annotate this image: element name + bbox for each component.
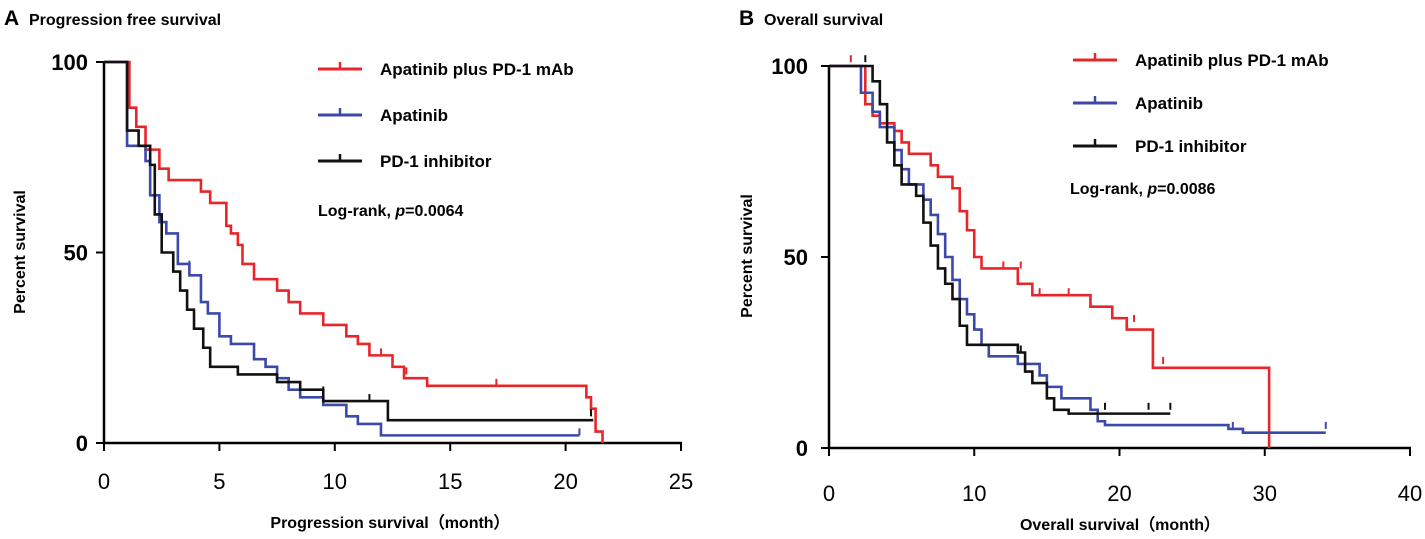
panel-b-ylabel: Percent survival (739, 194, 756, 318)
panel-a-xlabel: Progression survival（month） (270, 514, 509, 532)
panel-a-x-tick-label: 5 (213, 469, 225, 494)
panel-b-x-tick-label: 40 (1398, 481, 1422, 506)
panel-a-y-tick-label: 50 (64, 241, 88, 266)
panel-b-label: B (739, 7, 754, 30)
panel-a-plot (104, 60, 604, 443)
panel-a-x-tick-label: 25 (669, 469, 693, 494)
panel-b-series-0 (829, 64, 1271, 448)
panel-b-x-tick-label: 10 (962, 481, 986, 506)
panel-a-x-tick-label: 20 (553, 469, 577, 494)
panel-a-series-0 (104, 60, 604, 443)
panel-a-y-tick-label: 0 (76, 431, 88, 456)
panel-b-y-tick-label: 0 (796, 436, 808, 461)
panel-b-legend-label: Apatinib plus PD-1 mAb (1135, 51, 1329, 70)
panel-b-series-1 (829, 64, 1326, 435)
panel-a-axes: 0 5 10 15 20 25 0 50 100 (51, 50, 693, 494)
panel-a-label: A (4, 7, 19, 30)
panel-a-x-tick-label: 15 (438, 469, 462, 494)
panel-a-logrank: Log-rank, p=0.0064 (318, 203, 464, 220)
panel-b-xlabel: Overall survival（month） (1020, 516, 1220, 534)
panel-b-title: Overall survival (764, 12, 883, 29)
panel-a: A Progression free survival Percent surv… (4, 7, 693, 532)
panel-b-x-tick-label: 20 (1107, 481, 1131, 506)
panel-a-legend-label: Apatinib plus PD-1 mAb (380, 60, 574, 79)
panel-b: B Overall survival Percent survival Over… (739, 7, 1422, 534)
panel-a-y-tick-label: 100 (51, 50, 88, 75)
panel-b-x-tick-label: 30 (1253, 481, 1277, 506)
panel-a-title: Progression free survival (29, 12, 221, 29)
panel-a-legend: Apatinib plus PD-1 mAb Apatinib PD-1 inhib… (318, 60, 574, 171)
panel-a-x-tick-label: 0 (98, 469, 110, 494)
panel-b-plot (829, 55, 1327, 448)
panel-a-x-tick-label: 10 (323, 469, 347, 494)
panel-b-y-tick-label: 50 (784, 245, 808, 270)
panel-b-legend-label: PD-1 inhibitor (1135, 137, 1247, 156)
panel-a-series-2 (104, 60, 594, 422)
panel-a-ylabel: Percent survival (12, 190, 29, 314)
panel-a-series-1 (104, 60, 580, 437)
panel-b-x-tick-label: 0 (823, 481, 835, 506)
panel-b-legend-label: Apatinib (1135, 94, 1203, 113)
panel-b-series-2 (829, 64, 1171, 415)
panel-b-legend: Apatinib plus PD-1 mAb Apatinib PD-1 inhib… (1073, 51, 1329, 156)
panel-a-legend-label: Apatinib (380, 106, 448, 125)
panel-b-y-tick-label: 100 (771, 54, 808, 79)
panel-b-logrank: Log-rank, p=0.0086 (1070, 181, 1216, 198)
panel-a-legend-label: PD-1 inhibitor (380, 152, 492, 171)
panel-b-axes: 0 10 20 30 40 0 50 100 (771, 54, 1422, 506)
